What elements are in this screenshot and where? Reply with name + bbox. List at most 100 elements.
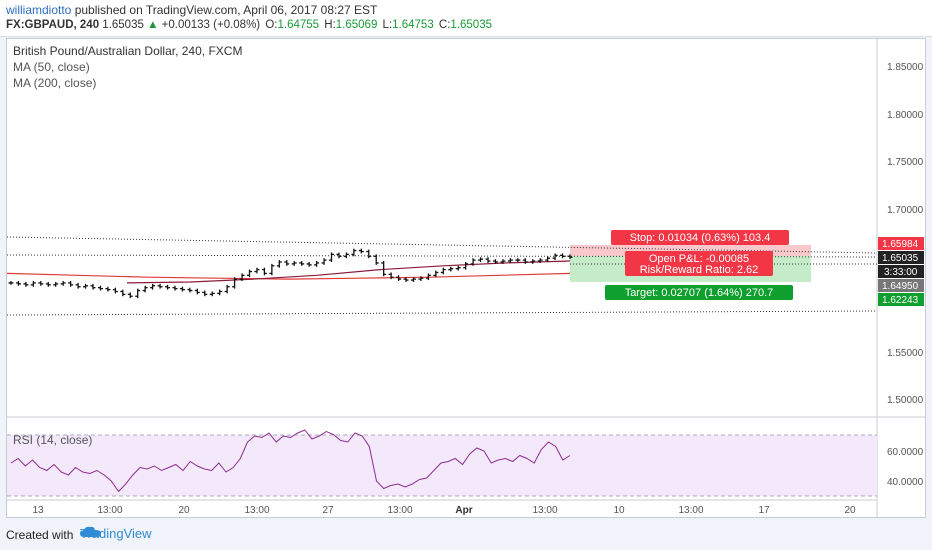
ohlc-bar[interactable] [157,283,163,289]
close-value: 1.65035 [450,19,492,31]
x-tick-label: 13:00 [532,505,557,516]
ohlc-bar[interactable] [321,258,327,265]
chart-title[interactable]: British Pound/Australian Dollar, 240, FX… [13,44,243,58]
ohlc-bar[interactable] [202,290,208,297]
ma50-line[interactable] [126,260,571,284]
ohlc-bar[interactable] [425,273,431,281]
ohlc-bar[interactable] [351,248,357,257]
x-tick-label: 17 [758,505,770,516]
ohlc-bar[interactable] [105,286,111,292]
ohlc-bar[interactable] [463,261,469,270]
ohlc-bar[interactable] [314,261,320,267]
ohlc-bar[interactable] [45,281,51,287]
ma200-line[interactable] [7,272,571,280]
ohlc-bar[interactable] [478,257,484,262]
ohlc-bar[interactable] [38,281,44,286]
ohlc-bar[interactable] [485,257,491,263]
ohlc-bar[interactable] [552,253,558,261]
ohlc-bar[interactable] [381,261,387,277]
author-link[interactable]: williamdiotto [6,3,72,17]
stop-zone[interactable] [570,245,811,256]
ohlc-bar[interactable] [567,254,573,260]
stop-label-box[interactable] [611,230,789,245]
ohlc-bar[interactable] [343,252,349,259]
ohlc-bar[interactable] [209,291,215,297]
ohlc-bar[interactable] [388,272,394,280]
chart-canvas[interactable]: Stop: 0.01034 (0.63%) 103.4 Open P&L: -0… [7,39,925,517]
ohlc-bar[interactable] [83,283,89,289]
ohlc-bar[interactable] [68,281,74,287]
ohlc-bar[interactable] [433,270,439,278]
ohlc-bar[interactable] [187,287,193,293]
ohlc-bar[interactable] [239,273,245,282]
ohlc-bar[interactable] [194,288,200,295]
ohlc-bar[interactable] [373,254,379,265]
upper-channel-line[interactable] [7,236,878,254]
ohlc-bar[interactable] [90,283,96,290]
ohlc-bar[interactable] [455,265,461,271]
ohlc-bar[interactable] [30,281,36,287]
ohlc-bar[interactable] [247,269,253,278]
ohlc-bar[interactable] [75,282,81,289]
ohlc-bar[interactable] [8,281,14,285]
ohlc-bar[interactable] [507,258,513,263]
ohlc-bar[interactable] [150,283,156,290]
ohlc-bar[interactable] [135,288,141,299]
ma50-legend[interactable]: MA (50, close) [13,60,90,74]
y-tick-label: 1.55000 [887,348,924,359]
ohlc-bar[interactable] [165,284,171,290]
ohlc-bar[interactable] [560,253,566,259]
price-bars[interactable] [8,248,573,299]
ohlc-bar[interactable] [545,256,551,262]
ohlc-bar[interactable] [142,285,148,293]
ohlc-bar[interactable] [403,277,409,282]
ohlc-bar[interactable] [537,258,543,263]
ohlc-bar[interactable] [217,289,223,296]
ohlc-bar[interactable] [470,258,476,266]
ohlc-bar[interactable] [269,263,275,276]
chart-area[interactable]: Stop: 0.01034 (0.63%) 103.4 Open P&L: -0… [6,38,926,518]
ma200-legend[interactable]: MA (200, close) [13,76,97,90]
ohlc-bar[interactable] [291,261,297,266]
ohlc-bar[interactable] [97,285,103,291]
ohlc-bar[interactable] [53,281,59,287]
ohlc-bar[interactable] [396,275,402,282]
ohlc-bar[interactable] [254,267,260,274]
ohlc-bar[interactable] [23,281,29,287]
ohlc-bar[interactable] [492,259,498,264]
ohlc-bar[interactable] [448,266,454,272]
ohlc-bar[interactable] [120,289,126,297]
ohlc-bar[interactable] [127,292,133,299]
ohlc-bar[interactable] [261,267,267,276]
ohlc-bar[interactable] [224,284,230,294]
ohlc-bar[interactable] [515,258,521,262]
tradingview-logo[interactable]: TradingView [80,526,152,541]
resistance-line[interactable] [7,254,878,258]
ohlc-bar[interactable] [366,249,372,259]
rsi-line[interactable] [10,429,571,493]
ohlc-bar[interactable] [284,260,290,266]
ohlc-bar[interactable] [440,267,446,275]
ohlc-bar[interactable] [410,277,416,282]
ohlc-bar[interactable] [179,286,185,292]
ohlc-bar[interactable] [299,261,305,266]
pnl-label-box[interactable] [625,251,773,276]
ohlc-bar[interactable] [522,258,528,264]
rsi-legend[interactable]: RSI (14, close) [13,433,93,447]
ohlc-bar[interactable] [500,259,506,264]
ohlc-bar[interactable] [336,252,342,259]
ohlc-bar[interactable] [172,285,178,291]
target-label-box[interactable] [605,285,793,300]
ohlc-bar[interactable] [232,277,238,289]
ohlc-bar[interactable] [530,259,536,264]
support-line[interactable] [7,310,878,316]
ohlc-bar[interactable] [306,261,312,267]
ohlc-bar[interactable] [358,248,364,254]
ohlc-bar[interactable] [112,287,118,294]
ohlc-bar[interactable] [328,252,334,262]
ohlc-bar[interactable] [60,281,66,286]
ohlc-bar[interactable] [418,276,424,282]
ohlc-bar[interactable] [276,260,282,268]
y-tick-label: 1.50000 [887,395,924,406]
ohlc-bar[interactable] [15,281,21,286]
